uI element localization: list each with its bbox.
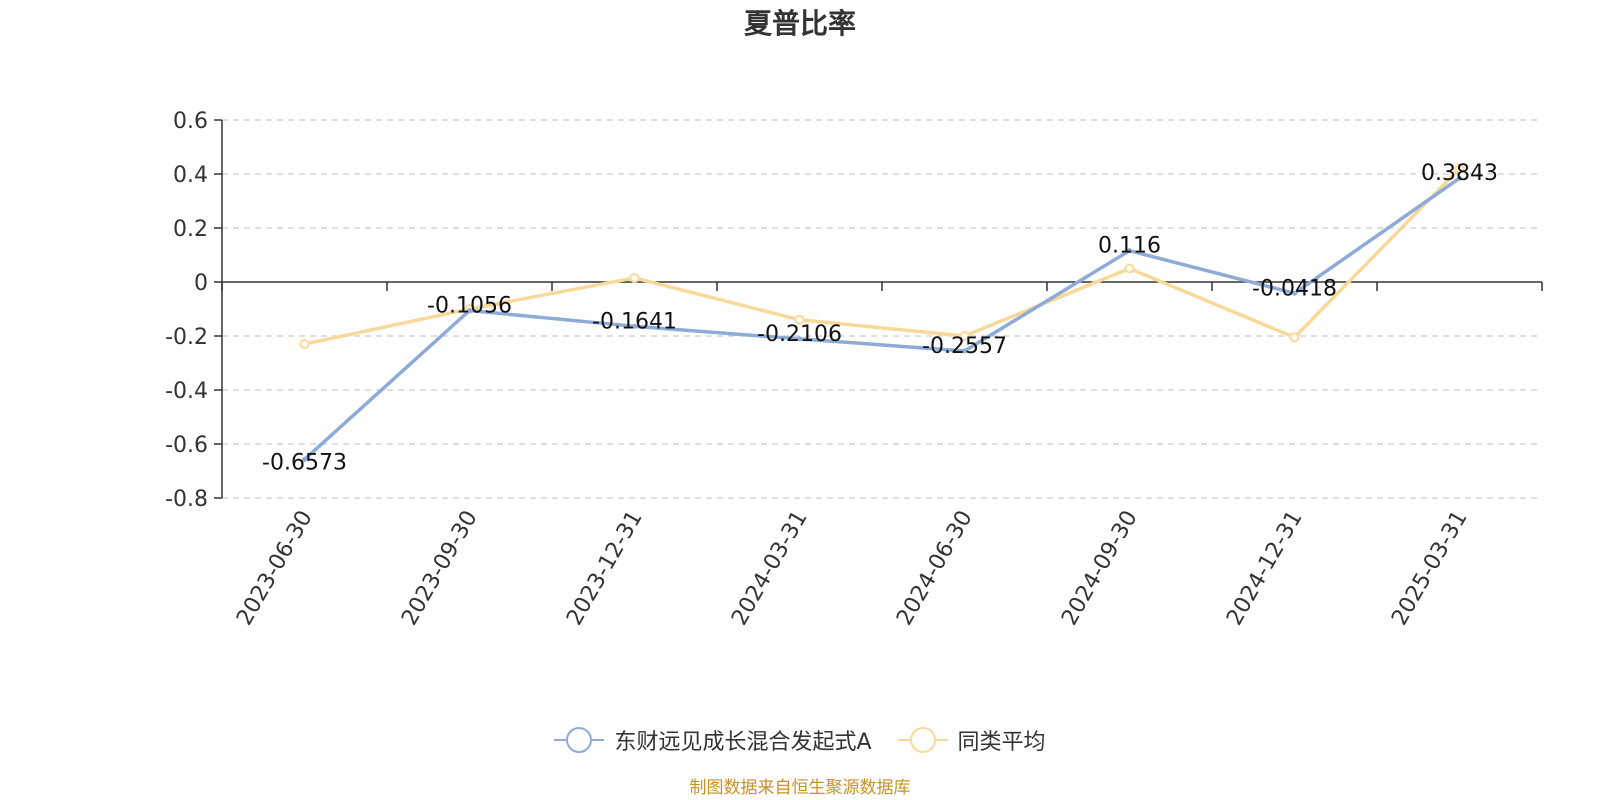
x-tick-label-5: 2024-09-30 bbox=[1057, 507, 1143, 630]
series-line-2 bbox=[304, 167, 1461, 346]
legend: 东财远见成长混合发起式A 同类平均 bbox=[0, 720, 1600, 760]
data-label-3: -0.2106 bbox=[757, 322, 842, 347]
series-2-point-6 bbox=[1289, 332, 1300, 343]
series-1-point-5 bbox=[1127, 248, 1132, 254]
x-tick-label-6: 2024-12-31 bbox=[1222, 507, 1308, 630]
series-2-point-2 bbox=[629, 272, 640, 283]
legend-label-series-1: 东财远见成长混合发起式A bbox=[614, 730, 872, 755]
series-2-point-4 bbox=[959, 331, 970, 341]
series-1-point-3 bbox=[797, 336, 802, 342]
data-label-5: 0.116 bbox=[1098, 234, 1161, 259]
x-tick-label-0: 2023-06-30 bbox=[232, 507, 318, 630]
grid-lines bbox=[222, 119, 1542, 499]
source-note: 制图数据来自恒生聚源数据库 bbox=[689, 778, 911, 798]
legend-item-series-2[interactable]: 同类平均 bbox=[897, 724, 1046, 756]
data-label-0: -0.6573 bbox=[262, 450, 347, 475]
data-label-2: -0.1641 bbox=[592, 309, 677, 334]
series-lines bbox=[299, 163, 1465, 462]
data-label-4: -0.2557 bbox=[922, 334, 1007, 359]
series-2-point-7 bbox=[1454, 163, 1465, 174]
y-tick-label-2: 0.2 bbox=[173, 217, 208, 242]
chart-title: 夏普比率 bbox=[743, 7, 856, 40]
y-tick-label-1: 0.4 bbox=[173, 163, 208, 188]
axes: 0.6 0.4 0.2 0 -0.2 -0.4 -0.6 -0.8 2023-06-30 2023… bbox=[165, 109, 1543, 630]
legend-marker-series-2 bbox=[897, 725, 948, 755]
legend-item-series-1[interactable]: 东财远见成长混合发起式A bbox=[554, 724, 872, 756]
series-2-point-0 bbox=[299, 339, 310, 350]
x-tick-label-3: 2024-03-31 bbox=[727, 507, 813, 630]
legend-marker-series-1 bbox=[554, 725, 605, 755]
y-tick-label-4: -0.2 bbox=[165, 325, 208, 350]
x-tick-label-2: 2023-12-31 bbox=[562, 507, 648, 630]
series-2-point-3 bbox=[794, 314, 805, 325]
data-label-6: -0.0418 bbox=[1252, 276, 1337, 301]
series-1-point-4 bbox=[962, 348, 967, 354]
x-tick-label-4: 2024-06-30 bbox=[892, 507, 978, 630]
series-2-point-5 bbox=[1124, 263, 1135, 274]
legend-label-series-2: 同类平均 bbox=[957, 730, 1046, 755]
y-tick-label-5: -0.4 bbox=[165, 379, 208, 404]
data-label-7: 0.3843 bbox=[1421, 161, 1498, 186]
data-labels: -0.6573 -0.1056 -0.1641 -0.2106 -0.2557 0.116… bbox=[262, 161, 1498, 475]
y-tick-label-0: 0.6 bbox=[173, 109, 208, 134]
y-tick-label-7: -0.8 bbox=[165, 487, 208, 512]
y-tick-label-6: -0.6 bbox=[165, 433, 208, 458]
series-1-point-2 bbox=[632, 323, 637, 329]
x-tick-label-7: 2025-03-31 bbox=[1387, 507, 1473, 630]
series-1-point-7 bbox=[1457, 175, 1462, 181]
series-1-point-1 bbox=[467, 308, 472, 314]
x-tick-label-1: 2023-09-30 bbox=[397, 507, 483, 630]
series-1-point-0 bbox=[302, 456, 307, 462]
series-1-point-6 bbox=[1292, 290, 1297, 296]
data-label-1: -0.1056 bbox=[427, 294, 512, 319]
y-tick-label-3: 0 bbox=[194, 271, 208, 296]
series-line-1 bbox=[303, 176, 1461, 461]
